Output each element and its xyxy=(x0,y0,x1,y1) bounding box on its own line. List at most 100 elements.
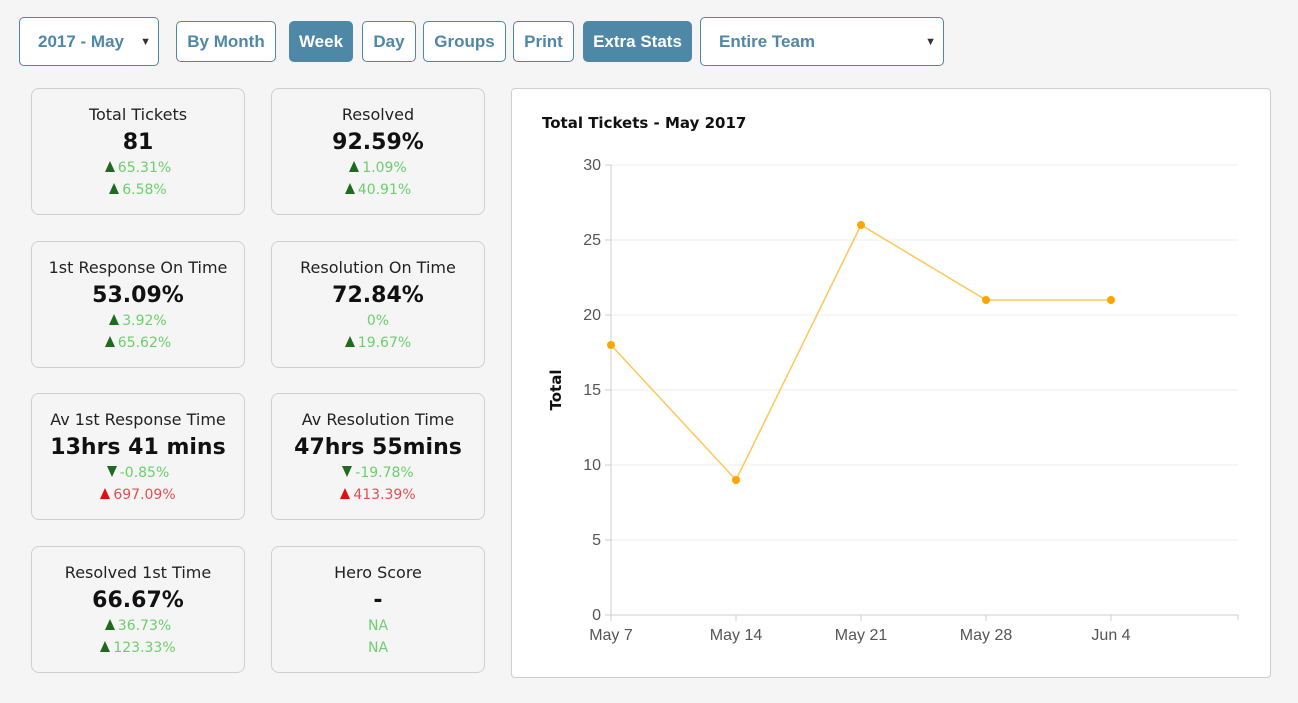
stat-value: - xyxy=(373,588,383,613)
stat-label: Hero Score xyxy=(334,563,422,582)
chart-panel: Total Tickets - May 2017 0 5 10 15 20 25 30 May … xyxy=(511,88,1271,678)
arrow-up-icon xyxy=(109,183,120,194)
total-tickets-chart: Total Tickets - May 2017 0 5 10 15 20 25 30 May … xyxy=(542,114,1239,644)
stat-value: 13hrs 41 mins xyxy=(50,435,226,460)
stat-delta: NA xyxy=(272,640,484,656)
x-tick-label: Jun 4 xyxy=(1091,627,1130,644)
stat-delta: 6.58% xyxy=(32,182,244,198)
x-tick-label: May 21 xyxy=(835,627,888,644)
stat-delta-value: -19.78% xyxy=(355,465,414,481)
stat-delta-value: 6.58% xyxy=(122,182,167,198)
arrow-up-icon xyxy=(344,183,355,194)
arrow-up-icon xyxy=(104,336,115,347)
stat-delta-value: 123.33% xyxy=(113,640,176,656)
stat-value: 53.09% xyxy=(92,283,184,308)
stat-label: Resolved xyxy=(341,105,415,124)
stat-delta: -0.85% xyxy=(32,465,244,481)
stat-delta-value: NA xyxy=(367,640,389,656)
x-tick-label: May 14 xyxy=(710,627,763,644)
extra-stats-button[interactable]: Extra Stats xyxy=(583,21,692,62)
stat-card: 1st Response On Time 53.09% 3.92% 65.62% xyxy=(31,241,245,368)
stat-delta-value: 36.73% xyxy=(117,618,172,634)
arrow-up-icon xyxy=(349,161,360,172)
y-tick-label: 15 xyxy=(583,382,601,399)
team-select[interactable]: Entire Team ▼ xyxy=(700,17,944,66)
y-tick-label: 25 xyxy=(583,232,601,249)
data-point xyxy=(857,221,865,229)
series-line xyxy=(610,223,1111,482)
stat-card: Resolution On Time 72.84% 0% 19.67% xyxy=(271,241,485,368)
stat-delta: NA xyxy=(272,618,484,634)
stat-delta: 123.33% xyxy=(32,640,244,656)
stat-delta-value: 40.91% xyxy=(357,182,412,198)
stat-delta: 0% xyxy=(272,313,484,329)
stat-delta-value: 1.09% xyxy=(362,160,407,176)
stat-delta-value: 413.39% xyxy=(353,487,416,503)
stat-card: Hero Score - NA NA xyxy=(271,546,485,673)
y-tick-label: 10 xyxy=(583,457,601,474)
stat-delta: 36.73% xyxy=(32,618,244,634)
stat-label: Resolved 1st Time xyxy=(64,563,212,582)
arrow-up-icon xyxy=(109,314,120,325)
stat-delta-value: 19.67% xyxy=(357,335,412,351)
stat-delta-value: 65.31% xyxy=(117,160,172,176)
stat-delta: 65.31% xyxy=(32,160,244,176)
arrow-down-icon xyxy=(106,466,117,477)
y-axis-label: Total xyxy=(547,370,565,411)
stat-delta-value: -0.85% xyxy=(119,465,170,481)
data-point xyxy=(982,296,990,304)
stat-value: 47hrs 55mins xyxy=(294,435,462,460)
stat-delta: 697.09% xyxy=(32,487,244,503)
stat-label: 1st Response On Time xyxy=(48,258,228,277)
arrow-up-icon xyxy=(100,488,111,499)
stat-value: 66.67% xyxy=(92,588,184,613)
x-tick-label: May 7 xyxy=(589,627,633,644)
x-tick-label: May 28 xyxy=(960,627,1013,644)
stat-delta: 413.39% xyxy=(272,487,484,503)
by-month-button[interactable]: By Month xyxy=(176,21,276,62)
stat-delta-value: 3.92% xyxy=(122,313,167,329)
stat-delta-value: 65.62% xyxy=(117,335,172,351)
stat-delta: 1.09% xyxy=(272,160,484,176)
data-point xyxy=(607,341,615,349)
stat-label: Av 1st Response Time xyxy=(50,410,226,429)
stat-value: 72.84% xyxy=(332,283,424,308)
arrow-up-icon xyxy=(344,336,355,347)
stat-card: Resolved 92.59% 1.09% 40.91% xyxy=(271,88,485,215)
chevron-down-icon: ▼ xyxy=(925,35,936,48)
day-button[interactable]: Day xyxy=(362,21,416,62)
stat-label: Resolution On Time xyxy=(300,258,456,277)
arrow-up-icon xyxy=(100,641,111,652)
stat-card: Av 1st Response Time 13hrs 41 mins -0.85% 6… xyxy=(31,393,245,520)
stat-card: Resolved 1st Time 66.67% 36.73% 123.33% xyxy=(31,546,245,673)
arrow-up-icon xyxy=(104,161,115,172)
print-button[interactable]: Print xyxy=(513,21,574,62)
chevron-down-icon: ▼ xyxy=(140,35,151,48)
y-tick-label: 5 xyxy=(592,532,601,549)
stat-delta: 65.62% xyxy=(32,335,244,351)
groups-button[interactable]: Groups xyxy=(423,21,506,62)
stat-card: Av Resolution Time 47hrs 55mins -19.78% 413… xyxy=(271,393,485,520)
stat-label: Total Tickets xyxy=(88,105,188,124)
arrow-down-icon xyxy=(342,466,353,477)
stat-delta: 19.67% xyxy=(272,335,484,351)
period-select-value: 2017 - May xyxy=(38,31,124,51)
week-button[interactable]: Week xyxy=(289,21,353,62)
team-select-value: Entire Team xyxy=(719,31,816,51)
data-point xyxy=(1107,296,1115,304)
data-point xyxy=(732,476,740,484)
stat-delta-value: 0% xyxy=(366,313,390,329)
y-tick-label: 0 xyxy=(592,607,601,624)
stat-card: Total Tickets 81 65.31% 6.58% xyxy=(31,88,245,215)
arrow-up-icon xyxy=(340,488,351,499)
period-select[interactable]: 2017 - May ▼ xyxy=(19,17,159,66)
y-tick-label: 20 xyxy=(583,307,601,324)
y-tick-label: 30 xyxy=(583,157,601,174)
stat-delta-value: NA xyxy=(367,618,389,634)
stat-label: Av Resolution Time xyxy=(301,410,455,429)
stat-value: 92.59% xyxy=(332,130,424,155)
stat-value: 81 xyxy=(122,130,154,155)
stat-delta-value: 697.09% xyxy=(113,487,176,503)
stat-delta: 3.92% xyxy=(32,313,244,329)
chart-title: Total Tickets - May 2017 xyxy=(542,114,746,132)
